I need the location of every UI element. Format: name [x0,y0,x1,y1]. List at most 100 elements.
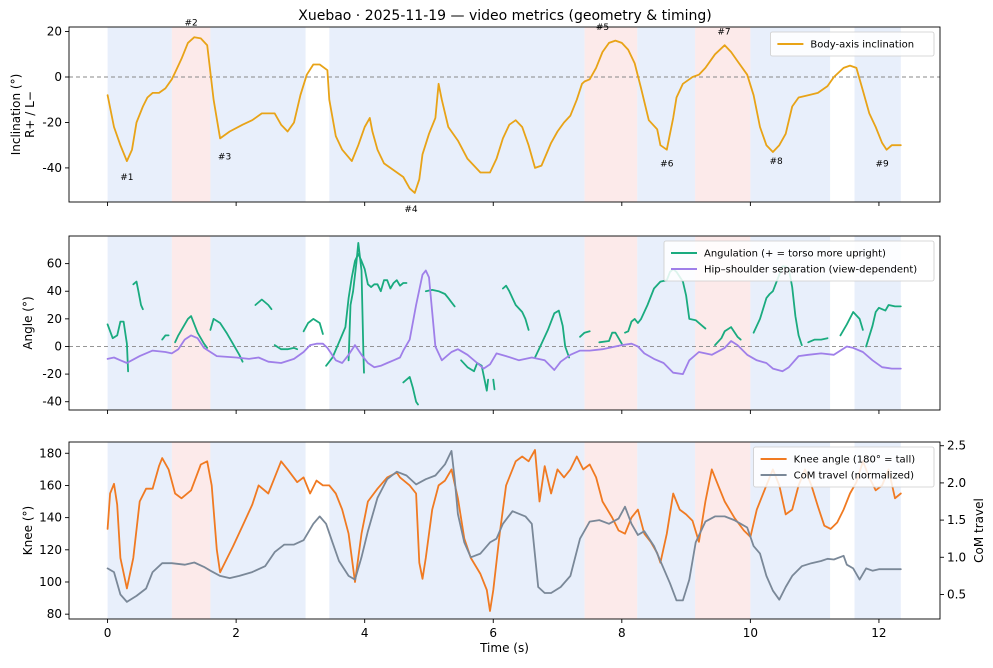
axes-frame [68,26,941,203]
series-line-1 [209,318,244,363]
series-line-1 [347,242,365,374]
x-tick-label: 8 [618,626,626,640]
shade-band-blue [637,27,696,202]
panel-2: 60 40 20 0 -20 -40 Angle (°) Angulation (+ = to… [21,235,941,414]
legend-box [753,446,935,488]
series-line-1 [714,326,742,346]
series-line-1 [865,304,902,348]
legend-label: Hip–shoulder separation (view-dependent) [704,265,917,276]
series-line-1 [502,284,530,331]
y-tick-label: 80 [47,607,62,621]
x-axis-label: Time (s) [479,641,529,655]
x-tick-label: 12 [871,626,886,640]
legend: Body-axis inclination [770,31,935,57]
axes-frame [68,441,941,620]
shade-band-red [695,442,751,619]
axes-frame [68,235,941,411]
series-line-1 [534,309,570,359]
legend: Angulation (+ = torso more upright) Hip–s… [663,240,935,282]
series-line-2 [106,269,902,375]
event-annotation: #4 [404,205,418,215]
y-right-tick-label: 1.5 [947,513,966,527]
shade-band-blue [329,236,585,410]
shade-band-blue [210,27,306,202]
shade-band-red [171,442,211,619]
event-annotation: #5 [596,23,609,33]
series-line-1 [106,320,129,373]
series-line-1 [598,331,623,345]
shade-band-blue [329,27,585,202]
y-tick-label: 140 [39,511,62,525]
y-tick-label: 0 [54,339,62,353]
event-annotation: #8 [769,157,783,167]
panel-1: 20 0 -20 -40 Inclination (°) R+ / L− #1 #2 #3 #4 #… [9,18,941,215]
legend-label: Knee angle (180° = tall) [794,455,916,466]
y-tick-label: -20 [42,115,62,129]
series-line-2 [106,450,902,603]
x-tick-label: 6 [489,626,497,640]
shade-band-blue [637,442,696,619]
y-right-tick-label: 0.5 [947,587,966,601]
series-line-1 [424,289,456,308]
legend: Knee angle (180° = tall) CoM travel (norm… [753,446,935,488]
x-tick-label: 4 [361,626,369,640]
shade-band-red [695,27,751,202]
y-tick-label: 60 [47,257,62,271]
y-right-tick-label: 2.0 [947,476,966,490]
y-tick-label: 20 [47,25,62,39]
y-tick-label: 40 [47,284,62,298]
event-annotation: #2 [184,18,197,28]
shade-band-blue [210,236,306,410]
y-tick-label: 160 [39,478,62,492]
x-tick-label: 2 [232,626,240,640]
series-line-1 [161,334,170,341]
event-annotation: #9 [876,159,890,169]
event-annotation: #1 [120,173,133,183]
shade-band-red [171,27,211,202]
shade-band-red [584,236,638,410]
series-line-1 [402,376,419,406]
y-axis-label: Inclination (°) [9,74,23,156]
shade-band-red [171,236,211,410]
y-axis-sublabel: R+ / L− [23,91,37,138]
chart-title: Xuebao · 2025-11-19 — video metrics (geo… [298,8,712,24]
shade-band-blue [210,442,306,619]
series-line-1 [839,311,864,337]
shade-band-blue [107,236,172,410]
y-axis-right-label: CoM travel [972,498,986,563]
legend-label: CoM travel (normalized) [794,471,915,482]
event-annotation: #7 [717,28,730,38]
series-line-1 [273,344,299,351]
series-line-1 [106,36,902,194]
y-tick-label: 20 [47,312,62,326]
series-line-1 [254,298,273,311]
x-tick-label: 0 [104,626,112,640]
shade-band-red [584,27,638,202]
series-line-1 [579,330,591,338]
y-tick-label: -40 [42,161,62,175]
y-right-tick-label: 2.5 [947,439,966,453]
series-line-1 [302,318,324,335]
series-line-1 [325,253,408,367]
y-tick-label: 120 [39,543,62,557]
x-tick-label: 10 [743,626,758,640]
y-tick-label: 100 [39,575,62,589]
legend-box [770,31,935,57]
y-tick-label: -40 [42,395,62,409]
legend-label: Angulation (+ = torso more upright) [704,249,886,260]
series-line-1 [492,378,496,391]
y-tick-label: 0 [54,70,62,84]
event-annotation: #6 [660,159,674,169]
y-right-tick-label: 1.0 [947,550,966,564]
y-tick-label: -20 [42,367,62,381]
y-axis-label: Knee (°) [21,506,35,555]
series-line-1 [132,280,144,311]
y-axis-label: Angle (°) [21,296,35,349]
series-line-1 [807,337,829,344]
event-annotation: #3 [218,153,231,163]
y-tick-label: 180 [39,446,62,460]
series-line-1 [174,315,209,349]
